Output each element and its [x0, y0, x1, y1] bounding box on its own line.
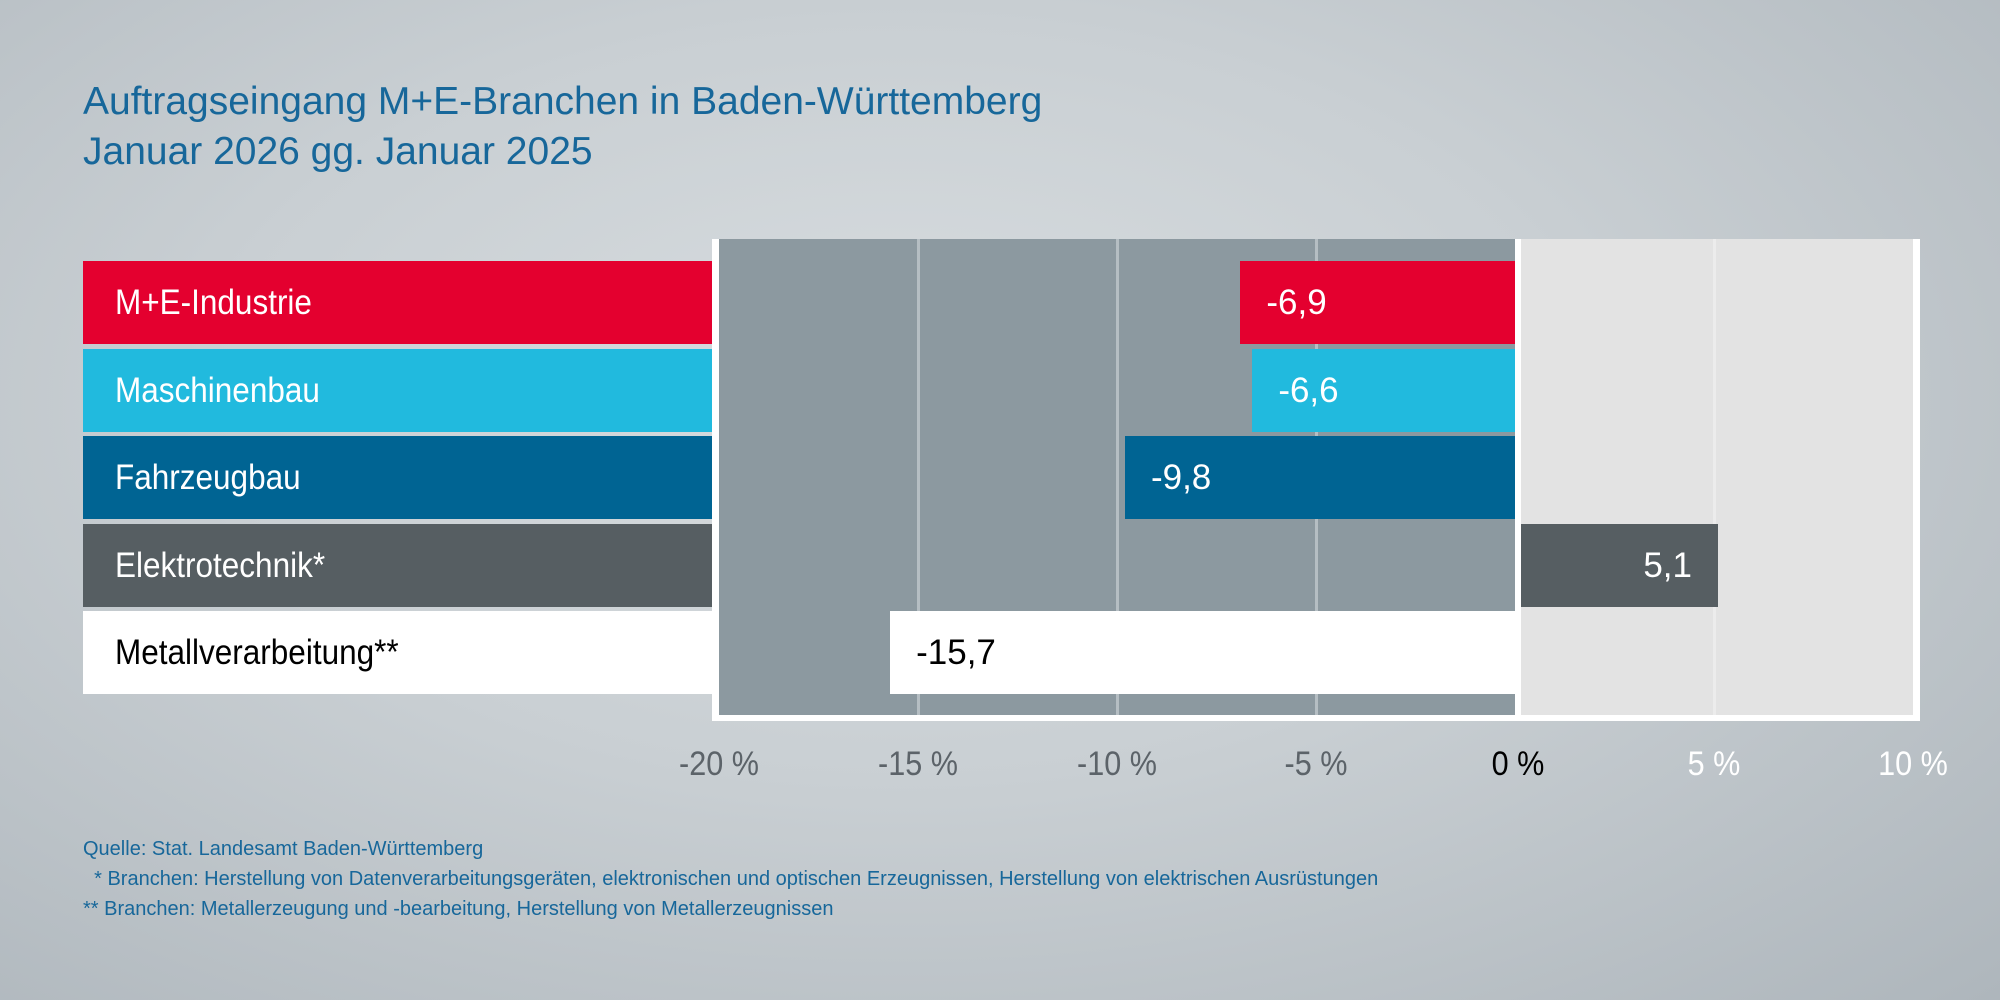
bar: 5,1	[1521, 524, 1718, 607]
category-label-text: Fahrzeugbau	[115, 457, 301, 497]
category-label-text: Elektrotechnik*	[115, 545, 326, 585]
gridline	[917, 239, 920, 715]
category-label: M+E-Industrie	[83, 261, 712, 344]
category-label: Metallverarbeitung**	[83, 611, 712, 694]
source-note: Quelle: Stat. Landesamt Baden-Württember…	[83, 838, 484, 860]
category-label: Maschinenbau	[83, 349, 712, 432]
bar: -6,9	[1240, 261, 1515, 344]
category-label-text: M+E-Industrie	[115, 282, 312, 322]
bar: -6,6	[1252, 349, 1515, 432]
data-label: -6,9	[1266, 282, 1327, 322]
x-tick-label: -10 %	[1077, 745, 1157, 783]
bar: -15,7	[890, 611, 1515, 694]
x-tick-label: 10 %	[1878, 745, 1948, 783]
category-label-text: Metallverarbeitung**	[115, 632, 399, 672]
data-label: -15,7	[916, 632, 996, 672]
footnote-1: * Branchen: Herstellung von Datenverarbe…	[83, 868, 1379, 890]
category-label: Fahrzeugbau	[83, 436, 712, 519]
x-tick-label: 5 %	[1687, 745, 1741, 783]
plot-area: -6,9 -6,6 -9,8 5,1 -15,7	[719, 239, 1913, 715]
data-label: 5,1	[1643, 545, 1692, 585]
data-label: -6,6	[1278, 370, 1339, 410]
data-label: -9,8	[1150, 457, 1212, 497]
x-tick-label: -15 %	[878, 745, 958, 783]
x-tick-label: -5 %	[1284, 745, 1348, 783]
chart-subtitle: Januar 2026 gg. Januar 2025	[83, 130, 593, 173]
chart-title: Auftragseingang M+E-Branchen in Baden-Wü…	[83, 80, 1043, 123]
positive-area	[1521, 239, 1913, 715]
bar: -9,8	[1124, 436, 1515, 519]
x-tick-label: -20 %	[679, 745, 759, 783]
category-label: Elektrotechnik*	[83, 524, 712, 607]
category-label-text: Maschinenbau	[115, 370, 320, 410]
x-tick-label: 0 %	[1491, 745, 1545, 783]
gridline	[1116, 239, 1119, 715]
gridline	[1713, 239, 1716, 715]
footnote-2: ** Branchen: Metallerzeugung und -bearbe…	[83, 898, 834, 920]
